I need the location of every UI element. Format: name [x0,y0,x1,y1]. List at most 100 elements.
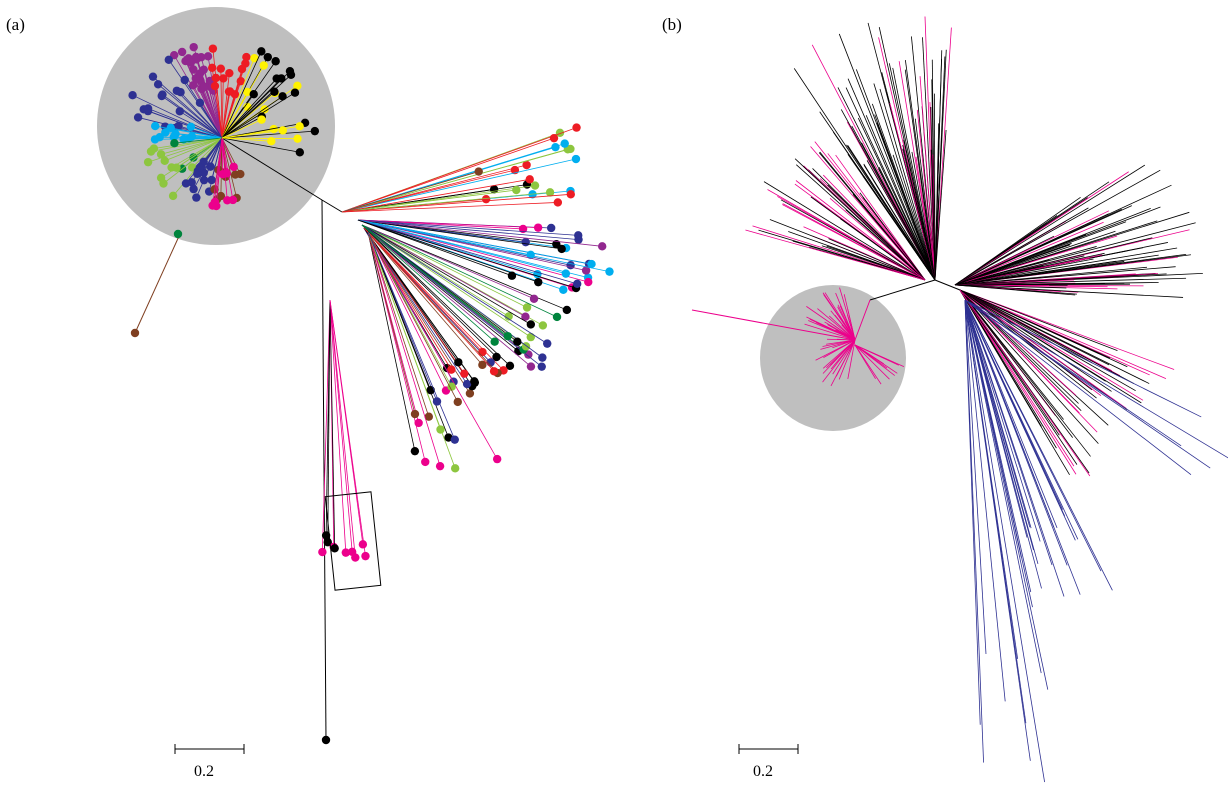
leaf-node [203,52,213,61]
leaf-node [257,47,266,56]
branch [329,299,347,553]
leaf-node [295,122,304,131]
branch [826,245,926,281]
backbone-branch [934,279,961,291]
branch [357,219,539,229]
leaf-node [153,80,163,89]
leaf-node [361,551,370,561]
branch [828,238,926,281]
branch [221,91,230,139]
leaf-node [133,113,143,122]
branch [934,93,936,281]
branch [221,130,315,139]
leaf-node [432,397,442,406]
leaf-node [537,362,546,371]
leaf-node [207,63,217,73]
leaf-node [549,133,559,143]
branch [367,231,430,417]
leaf-node [453,397,462,407]
branch [847,339,856,379]
panel-a-inset-box [324,491,382,591]
panel-b-highlighted-clade [760,285,906,431]
branch [959,289,1112,392]
leaf-node [341,548,351,557]
branch [168,59,223,139]
branch [221,78,277,139]
branch [170,127,223,139]
branch [964,299,1031,528]
branch [193,69,223,139]
branch [341,178,530,213]
branch [178,125,223,139]
leaf-node [170,139,179,148]
leaf-node [186,58,196,67]
branch [210,137,223,167]
leaf-node [189,184,198,194]
branch [221,137,228,201]
branch [367,231,456,440]
branch [367,231,447,391]
branch [848,325,856,341]
leaf-node [241,59,250,68]
branch [164,137,223,162]
leaf-node [566,144,575,154]
branch [179,110,223,139]
branch [959,289,1075,467]
branch [767,189,926,281]
leaf-node [177,47,187,57]
leaf-node [242,52,251,62]
leaf-node [207,175,216,185]
leaf-node [545,188,555,197]
leaf-node [143,157,153,167]
branch [361,224,497,358]
leaf-node [465,389,475,398]
branch [964,299,1031,761]
leaf-node [426,385,435,395]
leaf-node [224,87,234,96]
leaf-node [526,320,536,329]
branch [780,199,926,281]
leaf-node [189,42,198,52]
branch [959,289,1093,391]
leaf-node [347,547,357,557]
branch [809,318,856,341]
branch [845,209,926,281]
branch [367,231,441,430]
leaf-node [447,365,456,374]
leaf-node [236,169,245,179]
leaf-node [171,129,180,139]
branch [221,93,255,139]
branch [817,308,856,341]
branch [804,323,856,341]
branch [959,289,1078,465]
leaf-node [560,139,569,148]
leaf-node [424,412,433,421]
branch [191,137,223,168]
branch [892,67,936,281]
branch [959,289,1106,382]
branch [861,142,936,281]
branch [964,299,1068,566]
panel-b-label: (b) [662,15,682,34]
branch [221,58,255,139]
leaf-node [566,190,575,199]
branch [147,108,223,139]
leaf-node [421,457,430,467]
backbone-branch [321,199,327,741]
branch [954,254,1191,286]
branch [954,252,1105,286]
branch [203,69,223,139]
branch [954,284,1067,289]
leaf-node [151,121,160,131]
leaf-node [486,358,495,367]
panel-b-scale-bar: 0.2 [738,744,799,780]
leaf-node [166,123,175,133]
leaf-node [559,285,568,294]
leaf-node [503,331,512,341]
branch [964,299,1049,690]
leaf-node [250,53,259,63]
branch [964,299,1192,475]
leaf-node [278,126,288,135]
leaf-node [557,244,566,254]
leaf-node [200,82,209,91]
